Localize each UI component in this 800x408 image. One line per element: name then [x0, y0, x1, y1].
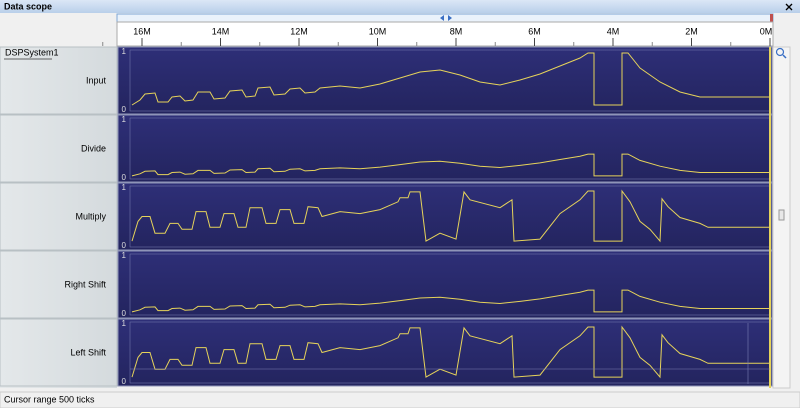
ruler-label: 4M [607, 26, 620, 36]
signal-trace [131, 189, 770, 243]
channel-name[interactable]: Input [86, 75, 107, 85]
status-text: Cursor range 500 ticks [4, 394, 95, 404]
channel-name[interactable]: Multiply [75, 211, 106, 221]
channel-name[interactable]: Left Shift [70, 347, 106, 357]
ruler-label: 8M [450, 26, 463, 36]
tree-root[interactable]: DSPSystem1 [5, 47, 59, 57]
signal-trace [131, 153, 770, 177]
zoom-icon[interactable] [775, 47, 785, 57]
axis-min: 0 [122, 105, 127, 114]
channel-panel [0, 47, 117, 388]
ruler-label: 12M [290, 26, 308, 36]
channel-label-cell [0, 114, 118, 183]
channel-label-cell [0, 46, 118, 115]
plot-area [117, 250, 773, 319]
title-bar [0, 0, 800, 13]
close-button[interactable] [785, 3, 793, 11]
axis-max: 1 [122, 319, 127, 328]
axis-min: 0 [122, 173, 127, 182]
channel-label-cell [0, 182, 118, 251]
plot-area [117, 114, 773, 183]
overview-scrollbar[interactable] [116, 13, 774, 23]
axis-min: 0 [122, 377, 127, 386]
axis-max: 1 [122, 251, 127, 260]
channel-label-cell [0, 250, 118, 319]
ruler-label: 10M [369, 26, 387, 36]
signal-trace [131, 325, 770, 379]
overview-thumb[interactable] [440, 15, 452, 21]
channel-name[interactable]: Right Shift [64, 279, 106, 289]
signal-trace [131, 289, 770, 313]
plot-area [117, 182, 773, 251]
ruler-label: 14M [212, 26, 230, 36]
channel-name[interactable]: Divide [81, 143, 106, 153]
time-ruler [116, 21, 774, 47]
axis-max: 1 [122, 183, 127, 192]
axis-max: 1 [122, 115, 127, 124]
axis-max: 1 [122, 47, 127, 56]
window-title: Data scope [4, 1, 52, 11]
ruler-label: 0M [760, 26, 773, 36]
overview-end-marker [770, 14, 773, 22]
ruler-label: 6M [528, 26, 541, 36]
scroll-thumb[interactable] [778, 209, 785, 221]
axis-min: 0 [122, 309, 127, 318]
ruler-label: 2M [685, 26, 698, 36]
status-bar [0, 391, 800, 408]
plot-area [117, 46, 773, 115]
plot-area [117, 318, 773, 387]
signal-trace [131, 52, 770, 106]
channel-label-cell [0, 318, 118, 387]
ruler-label: 16M [133, 26, 151, 36]
axis-min: 0 [122, 241, 127, 250]
